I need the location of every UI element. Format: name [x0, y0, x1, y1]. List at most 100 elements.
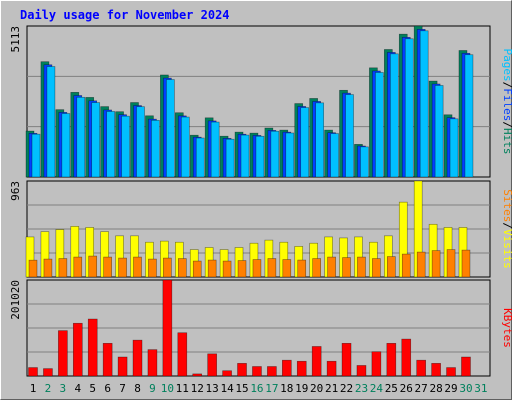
bar [210, 121, 220, 178]
legend: Sites/Visits [501, 189, 512, 269]
x-tick-label: 25 [385, 382, 398, 395]
bar [121, 115, 130, 178]
bar [166, 79, 175, 178]
x-tick-label: 14 [220, 382, 234, 395]
x-tick-label: 16 [250, 382, 263, 395]
bar [207, 353, 217, 377]
bar [136, 106, 145, 178]
x-tick-label: 26 [400, 382, 413, 395]
bar [386, 342, 397, 377]
bar [222, 370, 232, 377]
bar [72, 322, 83, 377]
bar [330, 133, 339, 178]
bar [267, 366, 277, 377]
bar [416, 359, 426, 377]
x-tick-label: 28 [429, 382, 442, 395]
bar [390, 53, 399, 178]
bar [225, 138, 235, 178]
x-tick-label: 22 [340, 382, 353, 395]
bar [296, 360, 307, 377]
x-tick-label: 6 [104, 382, 111, 395]
legend-entry: Files [501, 88, 512, 121]
bar [162, 279, 173, 377]
bar [416, 251, 426, 278]
bar [237, 260, 247, 278]
legend-separator: / [501, 222, 512, 229]
x-tick-label: 18 [280, 382, 293, 395]
bar [102, 342, 113, 377]
x-tick-label: 30 [459, 382, 472, 395]
bar [434, 85, 444, 178]
legend-entry: Sites [501, 189, 512, 222]
bar [31, 133, 41, 178]
bar [43, 368, 53, 377]
x-tick-label: 27 [415, 382, 428, 395]
x-tick-label: 1 [30, 382, 37, 395]
bar [28, 367, 38, 377]
bar [401, 253, 411, 278]
bar [117, 356, 128, 377]
bar [270, 130, 280, 178]
legend-entry: Pages [501, 49, 512, 82]
x-tick-label: 13 [206, 382, 219, 395]
legend-separator: / [501, 121, 512, 128]
bar [461, 356, 471, 377]
x-tick-label: 21 [325, 382, 338, 395]
bar [300, 107, 310, 178]
legend-entry: KBytes [501, 308, 512, 348]
bar [326, 360, 337, 377]
bar [267, 258, 277, 278]
x-tick-label: 4 [74, 382, 81, 395]
bar [58, 330, 68, 377]
bar [342, 257, 351, 278]
bar [118, 257, 127, 278]
bar [446, 249, 456, 278]
bar [192, 260, 202, 278]
bar [252, 366, 262, 377]
bar [375, 72, 384, 178]
x-tick-label: 31 [474, 382, 487, 395]
bar [285, 132, 295, 178]
bar [148, 258, 157, 278]
legend-separator: / [501, 82, 512, 89]
bar [106, 111, 115, 178]
x-tick-label: 9 [149, 382, 156, 395]
y-tick-label: 963 [9, 181, 22, 201]
bar [222, 260, 232, 278]
bar [151, 119, 160, 178]
bar [431, 363, 441, 377]
x-tick-label: 19 [295, 382, 308, 395]
x-tick-label: 29 [444, 382, 457, 395]
bar [371, 351, 382, 377]
x-tick-label: 5 [89, 382, 96, 395]
bar [76, 96, 86, 178]
bar [28, 259, 38, 278]
bar [73, 256, 83, 278]
legend-entry: Hits [501, 128, 512, 155]
bar [132, 339, 143, 377]
x-tick-label: 10 [161, 382, 174, 395]
chart-title: Daily usage for November 2024 [20, 8, 230, 22]
bar [255, 135, 265, 178]
bar [449, 118, 459, 178]
bar [419, 30, 429, 178]
bar [192, 373, 203, 377]
bar [401, 338, 412, 377]
bar [91, 102, 101, 178]
bar [240, 134, 250, 178]
legend-entry: Visits [501, 229, 512, 269]
bar [252, 259, 262, 278]
x-tick-label: 17 [265, 382, 278, 395]
bar [431, 250, 441, 278]
bar [133, 256, 142, 278]
bar [282, 259, 292, 278]
bar [61, 113, 71, 178]
x-tick-label: 12 [191, 382, 204, 395]
bar [357, 256, 366, 278]
bar [461, 249, 471, 278]
y-tick-label: 201020 [9, 280, 22, 320]
bar [360, 146, 369, 178]
bar [163, 257, 172, 278]
x-tick-label: 24 [370, 382, 384, 395]
